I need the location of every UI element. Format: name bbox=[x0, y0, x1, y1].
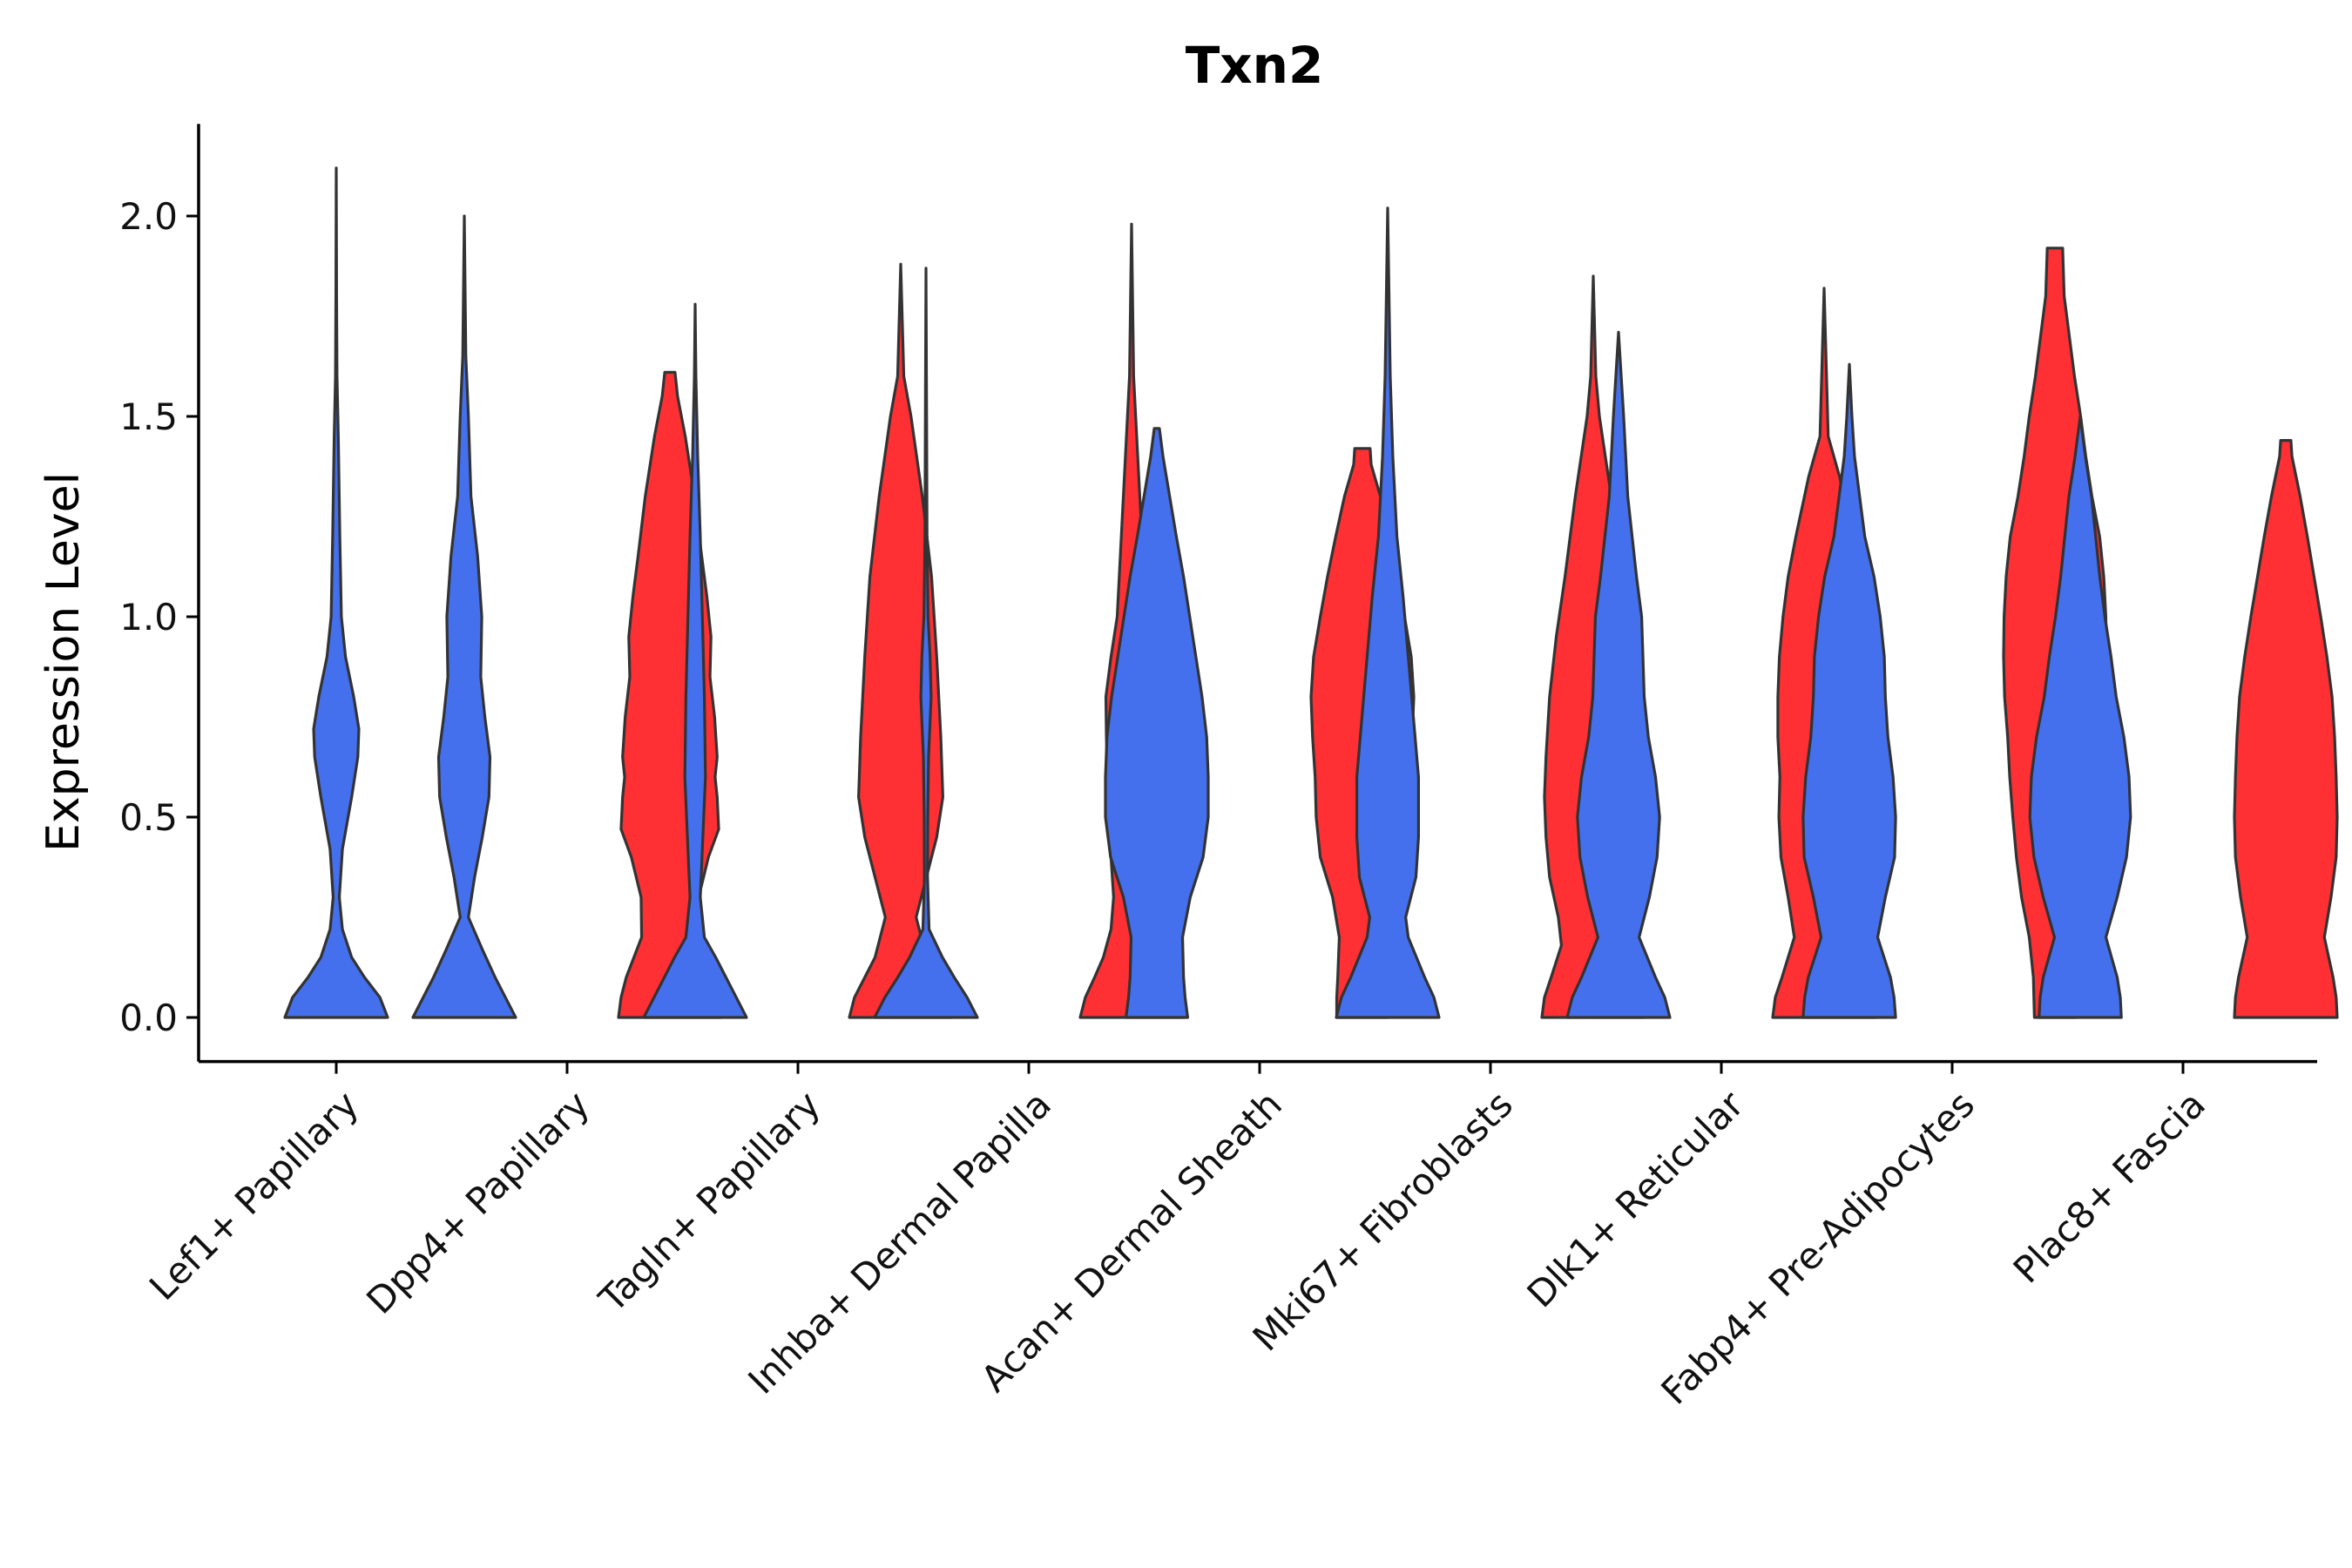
violin-group1-1 bbox=[411, 214, 517, 1019]
chart-title: Txn2 bbox=[1186, 36, 1324, 95]
y-tick-label: 0.0 bbox=[119, 997, 178, 1039]
violin-group1-5 bbox=[1335, 206, 1441, 1019]
x-tick-label: Dlk1+ Reticular bbox=[1519, 1083, 1753, 1316]
violin-layer bbox=[283, 166, 2339, 1019]
x-tick-label: Tagln+ Papillary bbox=[591, 1083, 828, 1321]
violin-group2-8 bbox=[2233, 439, 2339, 1019]
violin-group2-1 bbox=[617, 370, 723, 1019]
y-axis-title: Expression Level bbox=[37, 472, 90, 852]
x-tick-label: Mki67+ Fibroblasts bbox=[1245, 1083, 1521, 1359]
violin-group1-4 bbox=[1104, 427, 1210, 1019]
x-tick-label: Dpp4+ Papillary bbox=[358, 1083, 598, 1322]
violin-group1-2 bbox=[642, 302, 748, 1019]
y-tick-label: 1.5 bbox=[119, 395, 178, 438]
violin-group1-0 bbox=[283, 166, 389, 1019]
x-tick-label: Plac8+ Fascia bbox=[2005, 1083, 2213, 1291]
violin-group1-8 bbox=[2028, 415, 2132, 1019]
violin-group2-2 bbox=[848, 262, 954, 1019]
violin-group1-6 bbox=[1565, 330, 1672, 1019]
y-tick-label: 1.0 bbox=[119, 596, 178, 639]
y-tick-label: 0.5 bbox=[119, 796, 178, 839]
x-tick-label: Lef1+ Papillary bbox=[141, 1083, 367, 1308]
violin-group1-3 bbox=[873, 267, 979, 1019]
y-tick-label: 2.0 bbox=[119, 195, 178, 238]
violin-group1-7 bbox=[1801, 362, 1897, 1019]
